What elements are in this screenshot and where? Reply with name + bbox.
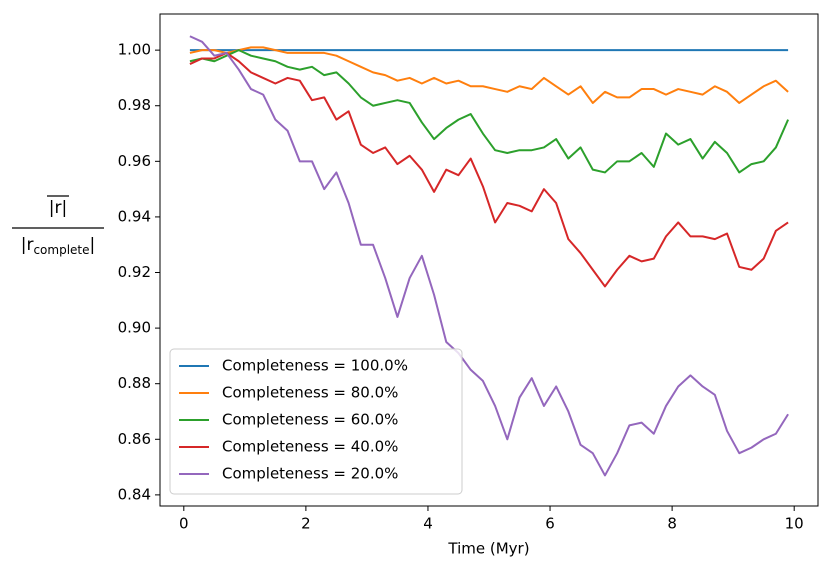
y-label-part: |: [90, 235, 96, 255]
y-tick-label: 1.00: [118, 41, 151, 59]
legend-label: Completeness = 40.0%: [222, 438, 398, 456]
y-label-numerator: |r|: [49, 198, 67, 218]
x-tick-label: 4: [423, 515, 433, 533]
y-label-denominator: |rcomplete|: [21, 235, 96, 257]
series-line: [189, 46, 789, 104]
axes-frame: [159, 13, 819, 507]
series-line: [189, 49, 790, 174]
legend-label: Completeness = 60.0%: [222, 411, 398, 429]
y-tick-label: 0.98: [118, 96, 151, 114]
series-line: [189, 51, 789, 288]
legend-box: [169, 348, 463, 495]
y-tick-label: 0.96: [118, 152, 151, 170]
x-tick-label: 8: [667, 515, 677, 533]
y-tick-label: 0.90: [118, 319, 151, 337]
y-tick-label: 0.84: [118, 485, 151, 503]
legend-label: Completeness = 80.0%: [222, 384, 398, 402]
legend-label: Completeness = 20.0%: [222, 465, 398, 483]
y-axis-label: |r| |rcomplete|: [12, 195, 104, 257]
y-label-subscript: complete: [33, 243, 89, 257]
legend-label: Completeness = 100.0%: [222, 357, 408, 375]
y-tick-label: 0.92: [118, 263, 151, 281]
legend: Completeness = 100.0% Completeness = 80.0…: [169, 348, 463, 495]
y-tick-label: 0.86: [118, 430, 151, 448]
x-tick-label: 0: [179, 515, 189, 533]
x-tick-label: 2: [301, 515, 311, 533]
y-tick-label: 0.88: [118, 374, 151, 392]
x-axis-label: Time (Myr): [447, 540, 529, 558]
y-label-part: |r: [21, 235, 34, 255]
x-tick-label: 6: [545, 515, 555, 533]
y-tick-label: 0.94: [118, 207, 151, 225]
x-tick-label: 10: [785, 515, 804, 533]
series-line: [189, 35, 789, 477]
